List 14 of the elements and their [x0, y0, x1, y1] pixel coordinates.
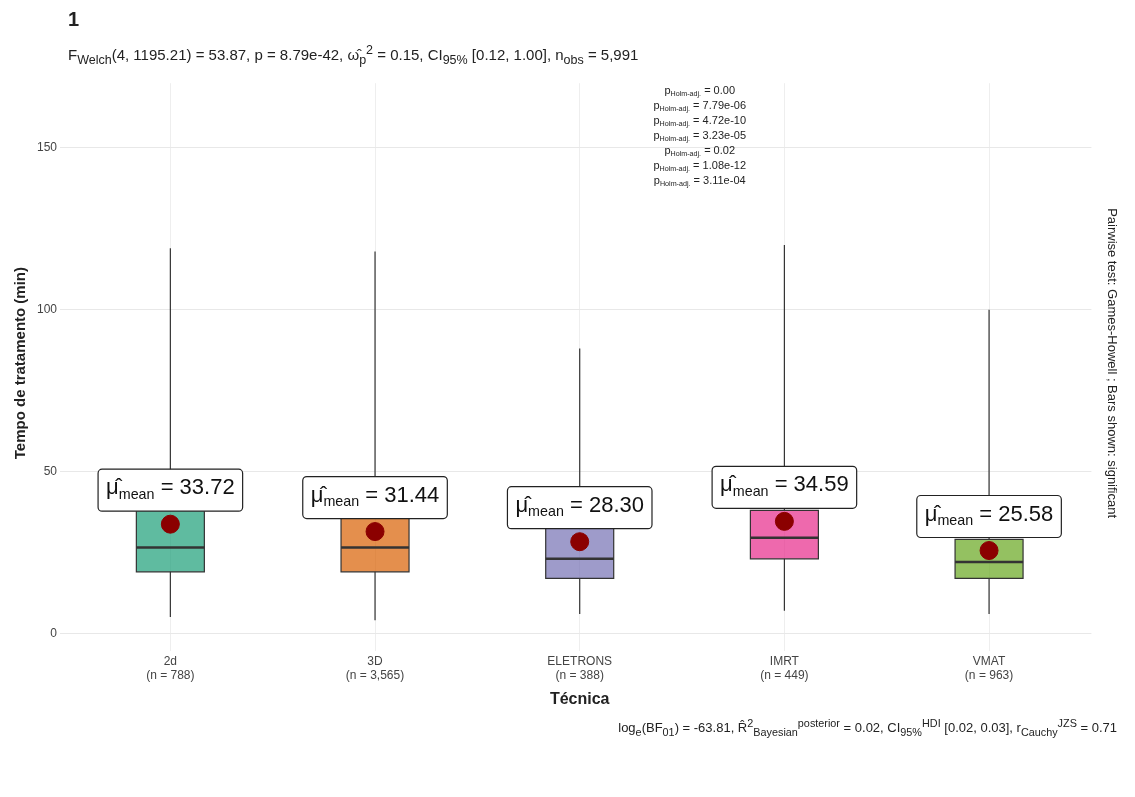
chart-title: 1: [68, 8, 81, 31]
x-tick-label: VMAT (n = 963): [964, 653, 1014, 682]
y-tick-label: 0: [50, 625, 58, 640]
y-tick-label: 50: [43, 463, 58, 478]
x-tick-label: IMRT (n = 449): [760, 653, 809, 682]
text: F$_{Welch}$(4, 1195.21) = 53.87, p = 8.79e-42, ω̂$_{p}$$^{2}$ = 0.15, CI$_{95%}$ [0.12, 1.00], n$_{obs}$ = 5,991: [68, 43, 639, 67]
x-tick-label: ELETRONS (n = 388): [547, 653, 613, 682]
y-axis-title: Tempo de tratamento (min): [11, 266, 29, 460]
x-tick-label: 2d (n = 788): [146, 653, 195, 682]
y2-axis-title: Pairwise test: Games-Howell ; Bars shown: significant: [1104, 208, 1120, 519]
x-tick-label: 3D (n = 3,565): [345, 653, 405, 682]
y-tick-label: 150: [36, 140, 58, 155]
y-tick-label: 100: [36, 302, 58, 317]
x-axis-title: Técnica: [549, 689, 610, 707]
